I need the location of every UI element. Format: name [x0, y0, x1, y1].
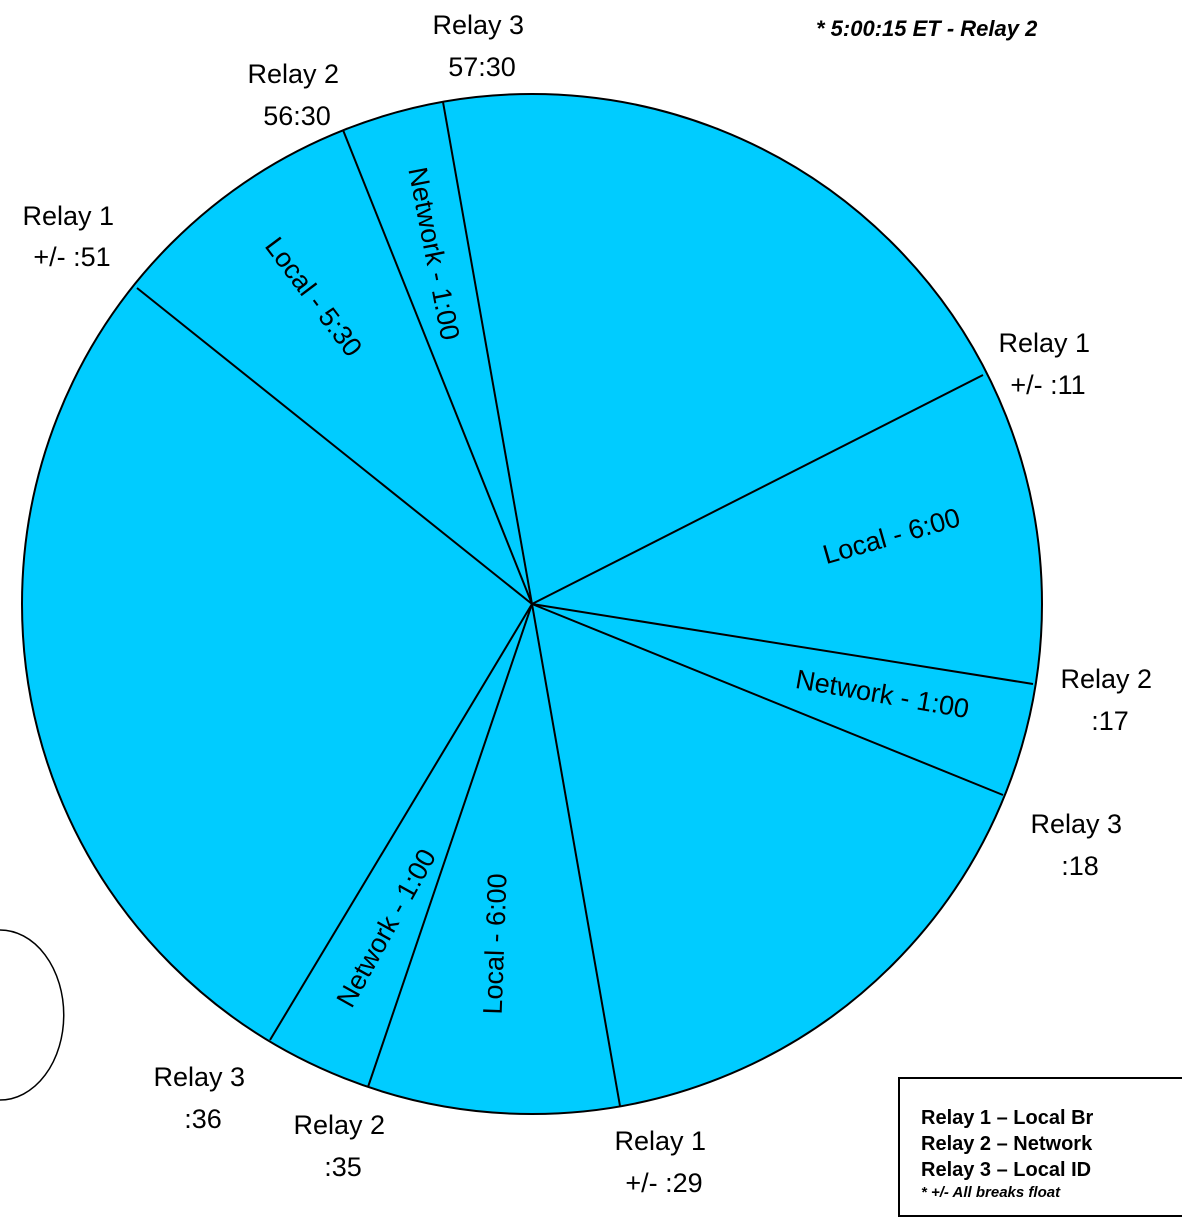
marker-name: Relay 2 [1060, 664, 1152, 694]
marker-name: Relay 3 [432, 10, 524, 40]
marker-name: Relay 2 [293, 1110, 385, 1140]
legend-footnote: * +/- All breaks float [921, 1184, 1061, 1201]
marker-relay-3-57-30: Relay 3 57:30 [432, 10, 531, 82]
marker-time: :18 [1061, 851, 1099, 881]
division-line-29 [531, 603, 621, 1107]
division-line-18 [531, 603, 1004, 796]
marker-relay-2-35: Relay 2 :35 [293, 1110, 392, 1182]
marker-relay-3-36: Relay 3 :36 [153, 1062, 252, 1134]
legend-row-relay-1: Relay 1 – Local Br [921, 1107, 1094, 1129]
marker-relay-2-17: Relay 2 :17 [1060, 664, 1159, 736]
legend-box: Relay 1 – Local Br Relay 2 – Network Rel… [898, 1077, 1182, 1217]
division-line-35 [367, 603, 533, 1088]
start-time-note: * 5:00:15 ET - Relay 2 [816, 16, 1038, 41]
marker-name: Relay 1 [22, 201, 114, 231]
marker-time: 57:30 [448, 52, 516, 82]
division-line-11 [531, 374, 984, 605]
marker-time: :35 [324, 1152, 362, 1182]
partial-circle-outline [0, 929, 65, 1101]
marker-time: :36 [184, 1104, 222, 1134]
marker-time: +/- :29 [625, 1168, 702, 1198]
marker-name: Relay 1 [998, 328, 1090, 358]
marker-labels: Relay 3 57:30 Relay 2 56:30 Relay 1 +/- … [22, 10, 1159, 1198]
marker-time: 56:30 [263, 101, 331, 131]
marker-relay-1-29: Relay 1 +/- :29 [614, 1126, 713, 1198]
division-line-57-30 [442, 101, 533, 605]
division-line-36 [269, 603, 533, 1041]
marker-relay-1-11: Relay 1 +/- :11 [998, 328, 1097, 400]
division-line-51 [136, 287, 533, 605]
marker-relay-2-56-30: Relay 2 56:30 [247, 59, 346, 131]
marker-time: +/- :11 [1010, 370, 1085, 400]
marker-name: Relay 3 [1030, 809, 1122, 839]
marker-relay-1-51: Relay 1 +/- :51 [22, 201, 121, 272]
marker-time: :17 [1091, 706, 1129, 736]
marker-time: +/- :51 [33, 242, 110, 272]
division-lines [136, 101, 1034, 1107]
marker-name: Relay 3 [153, 1062, 245, 1092]
division-line-17 [531, 603, 1034, 685]
legend-row-relay-2: Relay 2 – Network [921, 1133, 1093, 1155]
marker-name: Relay 1 [614, 1126, 706, 1156]
marker-name: Relay 2 [247, 59, 339, 89]
division-line-56-30 [342, 129, 533, 605]
legend-row-relay-3: Relay 3 – Local ID [921, 1159, 1092, 1181]
segment-label-local-bottom: Local - 6:00 [478, 873, 513, 1015]
marker-relay-3-18: Relay 3 :18 [1030, 809, 1129, 881]
